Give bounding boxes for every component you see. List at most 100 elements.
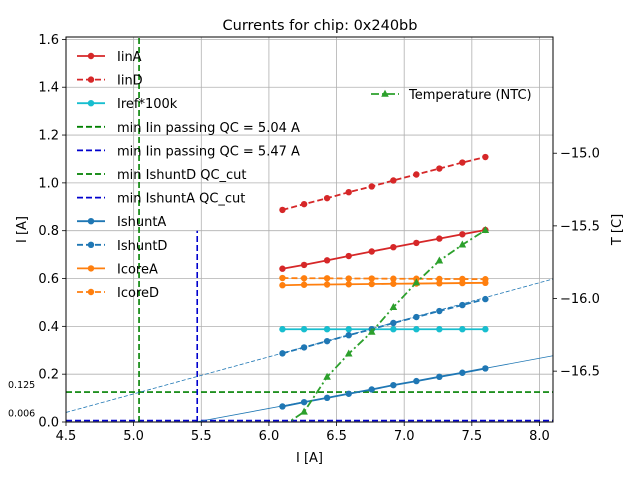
point-iina [459, 231, 466, 238]
point-ishunta [482, 365, 489, 372]
x-tick-label: 5.5 [191, 429, 212, 444]
point-icored [323, 275, 331, 282]
point-icorea [368, 280, 375, 288]
y-tick-label: 0.4 [38, 320, 59, 335]
series-line-ishunta [282, 367, 486, 408]
legend-label: IshuntD [117, 239, 167, 254]
x-tick-label: 5.0 [123, 429, 144, 444]
y-tick-label: 1.4 [38, 81, 59, 96]
y2-tick-label: −15.5 [560, 219, 600, 234]
point-ishunta [279, 403, 286, 410]
point-ishunta [323, 394, 331, 402]
legend-label: min Iin passing QC = 5.47 A [117, 144, 300, 159]
point-ishuntd [413, 313, 420, 321]
hline-label-min-ishuntd-qc-cut: 0.125 [8, 380, 35, 391]
point-iind [368, 183, 375, 190]
point-iref-100k [300, 326, 308, 333]
point-iind [459, 159, 466, 166]
hline-labels: 0.125 0.006 [8, 380, 35, 419]
y-axis-ticks: 0.0 0.2 0.4 0.6 0.8 1.0 1.2 1.4 1.6 [38, 33, 66, 431]
point-iina [323, 257, 331, 264]
point-iref-100k [413, 326, 420, 333]
point-ishunta [300, 398, 308, 406]
series-line-ishuntd [282, 298, 486, 355]
point-temperature [412, 278, 421, 286]
point-ishuntd [459, 301, 466, 309]
legend-swatch-marker [87, 288, 95, 296]
y-tick-label: 1.6 [38, 33, 59, 48]
x-tick-label: 8.0 [529, 429, 550, 444]
point-icorea [279, 282, 286, 289]
point-iind [323, 194, 331, 202]
series-ishunta [279, 365, 489, 410]
legend-label: Iref*100k [117, 97, 178, 112]
series-ishuntd [279, 295, 489, 357]
y2-tick-label: −15.0 [560, 147, 600, 162]
point-iref-100k [345, 326, 352, 333]
point-temperature [300, 407, 308, 415]
point-iref-100k [279, 326, 286, 333]
point-iina [390, 243, 397, 251]
legend-entry-icored: IcoreD [77, 286, 159, 301]
point-iref-100k [436, 326, 443, 333]
point-icored [279, 274, 286, 282]
point-icored [459, 275, 466, 283]
x-tick-label: 4.5 [56, 429, 77, 444]
point-ishunta [345, 390, 352, 397]
point-iref-100k [390, 326, 397, 333]
series-line-icored [282, 277, 486, 281]
x-axis-ticks: 4.5 5.0 5.5 6.0 6.5 7.0 7.5 8.0 [56, 422, 550, 444]
point-ishuntd [300, 344, 308, 351]
legend-label: min Iin passing QC = 5.04 A [117, 121, 300, 136]
legend-label: IshuntA [117, 215, 166, 230]
point-icorea [323, 281, 331, 288]
legend-entry-ishuntd: IshuntD [77, 239, 167, 254]
point-icorea [345, 281, 352, 288]
y2-tick-label: −16.5 [560, 365, 600, 380]
point-iref-100k [323, 326, 331, 333]
legend-entry-min-iin-passing-qc-5-04-a: min Iin passing QC = 5.04 A [77, 121, 300, 136]
point-iina [300, 261, 308, 269]
point-ishuntd [482, 295, 489, 303]
legend-entry-temperature: Temperature (NTC) [371, 88, 532, 103]
point-ishuntd [390, 319, 397, 327]
point-ishuntd [279, 350, 286, 357]
legend-entry-min-ishunta-qc-cut: min IshuntA QC_cut [77, 192, 245, 207]
legend-label: min IshuntD QC_cut [117, 168, 247, 183]
point-iina [368, 248, 375, 255]
legend-entry-iina: IinA [77, 50, 142, 65]
point-iina [279, 265, 286, 272]
series-temperature [287, 226, 490, 422]
legend-swatch-marker [87, 218, 95, 225]
legend-label: IinD [117, 74, 143, 89]
legend-label: IinA [117, 50, 142, 65]
point-icored [368, 275, 375, 282]
series-layer [279, 153, 490, 422]
y-tick-label: 1.2 [38, 129, 59, 144]
y-tick-label: 0.6 [38, 272, 59, 287]
point-icorea [300, 281, 308, 288]
series-line-iina [282, 229, 486, 270]
legend-swatch-marker [87, 76, 95, 83]
x-tick-label: 7.0 [394, 429, 415, 444]
legend-label: Temperature (NTC) [408, 88, 532, 103]
point-iind [482, 153, 489, 161]
point-ishuntd [345, 331, 352, 339]
point-temperature [367, 327, 376, 335]
legend-swatch-marker [87, 52, 95, 60]
legend-entry-min-ishuntd-qc-cut: min IshuntD QC_cut [77, 168, 247, 183]
point-iina [436, 235, 443, 242]
point-temperature [435, 256, 444, 264]
point-ishunta [368, 386, 375, 393]
series-iind [279, 153, 489, 214]
x-tick-label: 7.5 [461, 429, 482, 444]
point-ishunta [436, 373, 443, 381]
legend-entry-iref-100k: Iref*100k [77, 97, 178, 112]
point-ishunta [459, 369, 466, 376]
legend-entry-min-iin-passing-qc-5-47-a: min Iin passing QC = 5.47 A [77, 144, 300, 159]
legend-temperature: Temperature (NTC) [371, 88, 532, 103]
point-ishunta [413, 377, 420, 385]
point-temperature [481, 226, 490, 234]
point-iina [345, 252, 352, 260]
